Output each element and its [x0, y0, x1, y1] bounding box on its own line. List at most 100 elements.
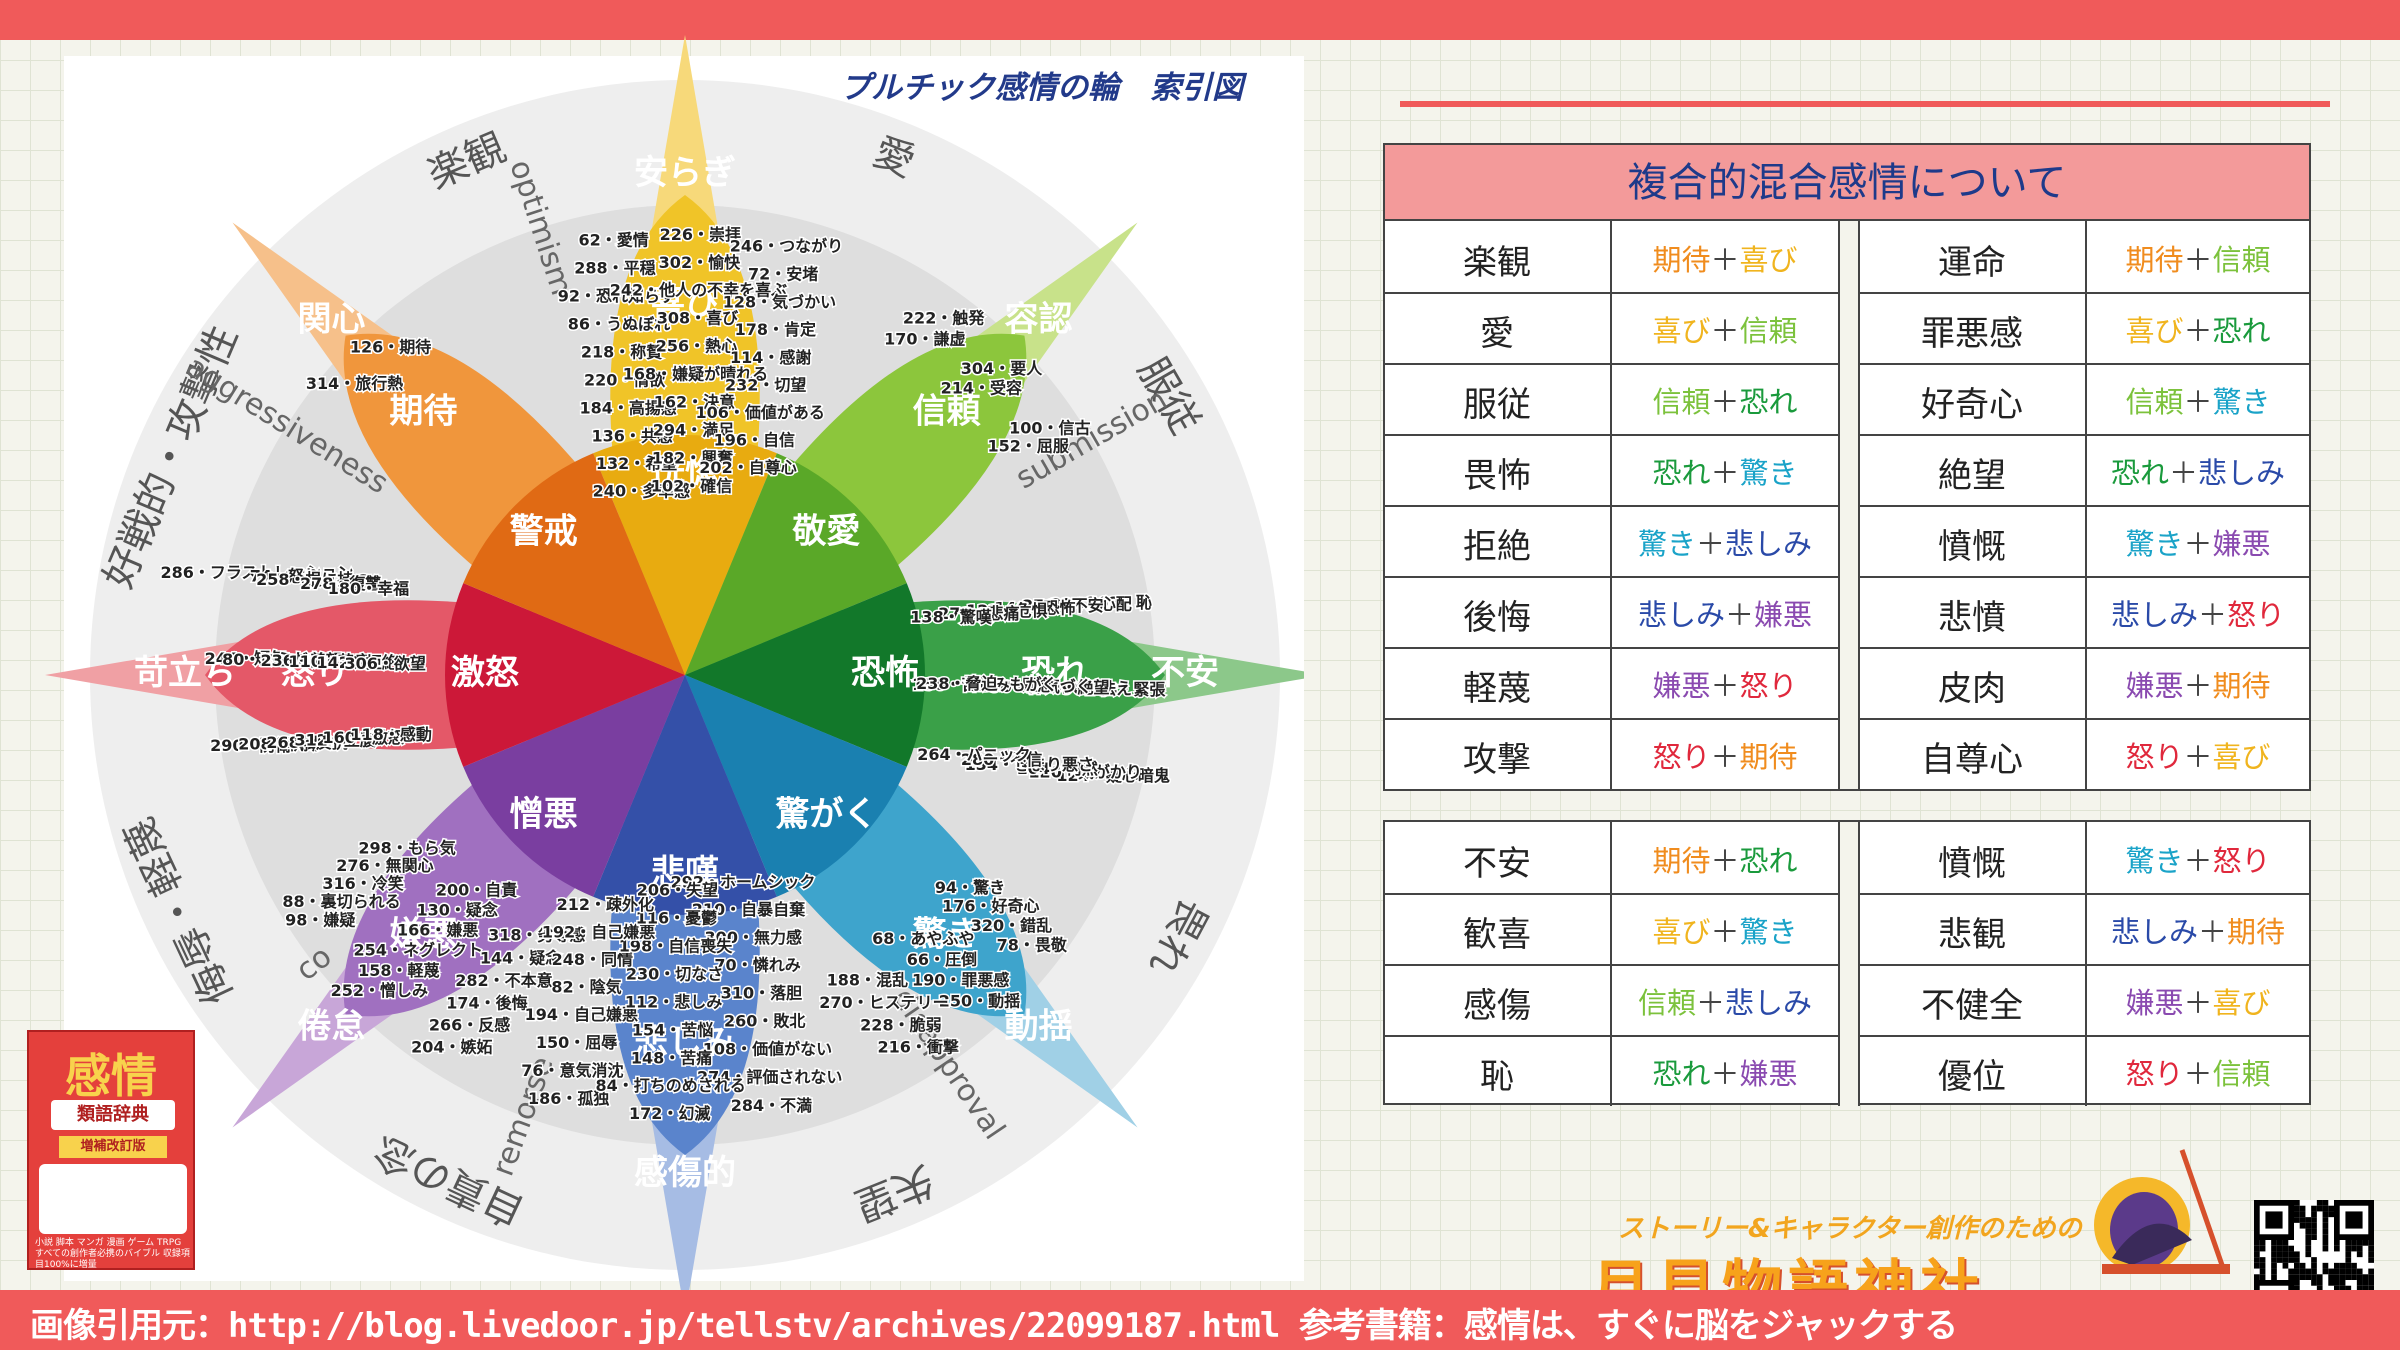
- emotion-name: 運命: [1938, 242, 2006, 283]
- index-entry-fear: 262・恥: [1086, 593, 1151, 612]
- index-entry-disgust: 200・自責: [436, 880, 517, 899]
- petal-name-trust: 容認: [1005, 299, 1073, 339]
- index-entry-sadness: 84・打ちのめされる: [595, 1076, 745, 1095]
- index-entry-fear: 146・緊張: [1084, 680, 1166, 699]
- emotion-name: 好奇心: [1921, 384, 2023, 425]
- index-entry-anger: 160・激怒: [322, 728, 403, 747]
- emotion-name: 自尊心: [1921, 739, 2023, 780]
- petal-joy-inner: [593, 435, 777, 675]
- component-b: 喜び: [1739, 242, 1798, 277]
- component-b: 恐れ: [2212, 313, 2271, 348]
- index-entry-disgust: 98・嫌疑: [285, 911, 355, 930]
- index-entry-disgust: 144・疑念: [480, 948, 562, 967]
- book-subtitle: 類語辞典: [51, 1100, 175, 1130]
- emotion-mix: 怒り＋喜び: [2085, 734, 2311, 776]
- bottom-banner: [0, 1290, 2400, 1350]
- petal-name-joy: 喜び: [651, 283, 719, 323]
- emotion-name: 楽観: [1463, 242, 1531, 283]
- component-b: 恐れ: [1739, 843, 1798, 878]
- table-title: 複合的混合感情について: [1385, 145, 2309, 221]
- index-entry-trust: 304・要人: [961, 359, 1043, 378]
- index-entry-fear: 138・驚嘆: [910, 608, 992, 627]
- plus-sign: ＋: [2183, 1056, 2213, 1091]
- petal-surprise-inner: [685, 675, 907, 897]
- plus-sign: ＋: [1710, 1056, 1740, 1091]
- index-entry-anger: 278・復讐: [300, 574, 381, 593]
- emotion-name: 不健全: [1921, 985, 2023, 1026]
- index-entry-disgust: 254・ネグレクト: [354, 941, 483, 960]
- index-entry-fear: 280・不信: [961, 750, 1042, 769]
- petal-name-disgust: 倦怠: [297, 1007, 365, 1047]
- index-entry-sadness: 194・自己嫌悪: [525, 1005, 638, 1024]
- index-entry-anger: 312・立腹: [294, 731, 376, 750]
- index-entry-anger: 180・幸福: [328, 579, 409, 598]
- plus-sign: ＋: [2183, 668, 2213, 703]
- emotion-mix: 恐れ＋驚き: [1612, 450, 1838, 492]
- component-a: 期待: [1652, 242, 1711, 277]
- index-entry-surprise: 320・錯乱: [971, 916, 1052, 935]
- emotion-name: 皮肉: [1938, 668, 2006, 709]
- index-entry-surprise: 66・圧倒: [907, 950, 977, 969]
- index-entry-sadness: 154・苦悩: [632, 1020, 713, 1039]
- index-entry-sadness: 260・敗北: [724, 1011, 805, 1030]
- component-b: 恐れ: [1739, 384, 1798, 419]
- emotion-name: 恥: [1480, 1056, 1514, 1097]
- index-entry-sadness: 198・自信喪失: [619, 936, 733, 955]
- index-entry-surprise: 228・脆弱: [860, 1015, 941, 1034]
- column-divider: [1858, 221, 1860, 789]
- index-entry-joy: 218・称賛: [581, 343, 663, 362]
- index-entry-fear: 264・パニック: [917, 745, 1030, 764]
- plus-sign: ＋: [1710, 384, 1740, 419]
- emotion-mix: 悲しみ＋嫌悪: [1612, 592, 1838, 634]
- index-entry-anger: 80・いらだち: [222, 650, 324, 669]
- component-a: 期待: [1652, 843, 1711, 878]
- index-entry-trust: 100・信古: [1009, 418, 1090, 437]
- index-entry-joy: 226・崇拝: [660, 225, 741, 244]
- index-entry-anger: 286・フラストレーション: [160, 563, 353, 582]
- index-entry-joy: 246・つながり: [730, 236, 843, 255]
- index-entry-disgust: 318・劣等感: [488, 925, 585, 944]
- petal-name-trust: 信頼: [913, 391, 982, 431]
- component-a: 怒り: [1652, 739, 1711, 774]
- petal-name-trust: 敬愛: [791, 512, 860, 552]
- index-entry-trust: 170・謙虚: [884, 330, 965, 349]
- index-entry-trust: 152・屈服: [987, 437, 1069, 456]
- index-entry-sadness: 310・落胆: [721, 983, 802, 1002]
- emotion-name: 軽蔑: [1463, 668, 1531, 709]
- plus-sign: ＋: [2183, 242, 2213, 277]
- index-entry-disgust: 158・軽蔑: [358, 961, 439, 980]
- plutchik-wheel: 楽観 愛服従畏れ失望自責の念侮辱・軽蔑好戦的・攻撃性optimismaggress…: [45, 35, 1304, 1290]
- index-entry-trust: 214・受容: [941, 378, 1022, 397]
- component-b: 信頼: [2212, 242, 2271, 277]
- petal-anger-inner: [445, 583, 685, 767]
- index-entry-sadness: 76・意気消沈: [521, 1061, 623, 1080]
- index-entry-fear: 104・何然: [1016, 759, 1097, 778]
- index-entry-joy: 136・共感: [591, 426, 672, 445]
- petal-name-surprise: 動揺: [1005, 1007, 1073, 1047]
- component-a: 驚き: [2125, 843, 2184, 878]
- petal-name-anger: 怒り: [281, 653, 349, 693]
- index-entry-surprise: 176・好奇心: [942, 897, 1039, 916]
- emotion-name: 憤慨: [1938, 843, 2006, 884]
- component-a: 信頼: [1652, 384, 1711, 419]
- plus-sign: ＋: [1710, 242, 1740, 277]
- index-entry-anger: 110・苦痛: [289, 652, 370, 671]
- index-entry-trust: 222・触発: [903, 309, 985, 328]
- index-entry-joy: 86・うぬぼれ: [568, 315, 670, 334]
- index-entry-surprise: 270・ヒステリー: [819, 993, 948, 1012]
- index-entry-sadness: 230・切なさ: [626, 964, 723, 983]
- index-entry-fear: 120・気がかり: [1028, 763, 1141, 782]
- index-entry-surprise: 190・罪悪感: [912, 971, 1009, 990]
- index-entry-sadness: 82・陰気: [551, 977, 621, 996]
- index-entry-anger: 306・欲望: [344, 654, 425, 673]
- petal-name-sadness: 感傷的: [634, 1153, 736, 1193]
- component-a: 喜び: [2125, 313, 2184, 348]
- plus-sign: ＋: [2168, 455, 2198, 490]
- component-b: 期待: [2227, 914, 2286, 949]
- column-divider: [1838, 221, 1840, 789]
- component-a: 喜び: [1652, 313, 1711, 348]
- index-entry-fear: 122・危惧: [966, 601, 1047, 620]
- petal-anticipation-inner: [463, 453, 685, 675]
- index-entry-joy: 308・喜び: [657, 309, 739, 328]
- emotion-mix: 期待＋恐れ: [1612, 838, 1838, 880]
